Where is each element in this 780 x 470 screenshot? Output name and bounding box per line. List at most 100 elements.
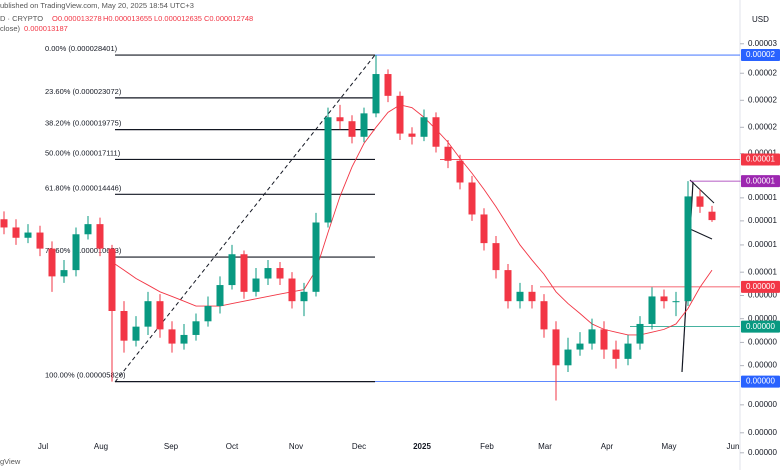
y-tick-label: 0.00001 (748, 193, 777, 202)
candle-body (216, 285, 224, 307)
candle-body (372, 74, 380, 114)
y-tick-label: 0.00001 (748, 240, 777, 249)
candle-body (516, 291, 524, 302)
candle-body (192, 321, 200, 335)
candle-body (0, 219, 8, 228)
ohlc-low: L0.000012635 (154, 14, 202, 23)
y-tick-label: 0.00000 (748, 314, 777, 323)
fib-label: 0.00% (0.000028401) (45, 44, 118, 53)
x-tick-label: Feb (480, 442, 494, 451)
y-tick-label: 0.00000 (748, 428, 777, 437)
y-tick-label: 0.00001 (748, 267, 777, 276)
prev-label: close) (0, 24, 21, 33)
candle-body (360, 113, 368, 137)
x-tick-label: May (661, 442, 676, 451)
candle-body (540, 301, 548, 330)
candle-body (600, 329, 608, 350)
x-tick-label: Jun (727, 442, 740, 451)
published: ublished on TradingView.com, May 20, 202… (0, 1, 194, 10)
price-badge-label: 0.00000 (746, 377, 775, 386)
candle-body (336, 117, 344, 122)
x-tick-label: 2025 (413, 442, 431, 451)
candle-body (300, 291, 308, 302)
currency: USD (752, 15, 769, 24)
candle-body (156, 301, 164, 330)
fib-label: 78.60% (0.000010653) (45, 246, 122, 255)
candle-body (144, 301, 152, 327)
fib-label: 23.60% (0.000023072) (45, 87, 122, 96)
candle-body (72, 234, 80, 271)
y-tick-label: 0.00001 (748, 149, 777, 158)
candle-body (612, 349, 620, 359)
candle-body (60, 270, 68, 277)
candle-body (168, 329, 176, 344)
y-tick-label: 0.00000 (748, 400, 777, 409)
x-tick-label: Nov (289, 442, 303, 451)
price-badge (741, 153, 780, 166)
candle-body (456, 160, 464, 183)
x-tick-label: Aug (94, 442, 108, 451)
price-badge-label: 0.00001 (746, 176, 775, 185)
x-tick-label: Oct (226, 442, 239, 451)
y-tick-label: 0.00003 (748, 39, 777, 48)
candle-body (312, 222, 320, 292)
wedge-lower (689, 228, 713, 240)
price-badge-label: 0.00002 (746, 50, 775, 59)
candle-body (36, 232, 44, 249)
y-tick-label: 0.00002 (748, 68, 777, 77)
candle-body (180, 334, 188, 344)
price-badge-label: 0.00000 (746, 322, 775, 331)
candle-body (648, 296, 656, 324)
candle-body (408, 133, 416, 137)
fib-label: 61.80% (0.000014446) (45, 183, 122, 192)
candle-body (420, 117, 428, 137)
candle-body (12, 227, 20, 238)
candle-body (96, 224, 104, 249)
price-badge (741, 280, 780, 293)
fib-label: 100.00% (0.000005820) (45, 371, 126, 380)
candle-body (276, 268, 284, 279)
candle-body (504, 270, 512, 302)
price-badge (741, 49, 780, 62)
price-badge-label: 0.00000 (746, 282, 775, 291)
fib-label: 38.20% (0.000019775) (45, 119, 122, 128)
candle-body (108, 248, 116, 311)
y-tick-label: 0.00000 (748, 291, 777, 300)
candle-body (492, 243, 500, 271)
symbol: D · CRYPTO (0, 14, 43, 23)
candle-body (24, 232, 32, 238)
candle-body (624, 343, 632, 359)
candle-body (660, 296, 668, 302)
candle-body (84, 224, 92, 235)
candle-body (396, 95, 404, 134)
candle-body (432, 117, 440, 147)
candle-body (708, 211, 716, 221)
candle-body (264, 268, 272, 279)
x-tick-label: Dec (352, 442, 366, 451)
x-tick-label: Sep (164, 442, 179, 451)
candle-body (240, 254, 248, 292)
y-tick-label: 0.00000 (748, 448, 777, 457)
candle-body (48, 248, 56, 277)
candle-body (324, 117, 332, 223)
candle-body (684, 196, 692, 302)
moving-average (111, 104, 713, 336)
price-badge-label: 0.00001 (746, 155, 775, 164)
prev-value: 0.000013187 (24, 24, 68, 33)
wedge-upper (689, 179, 715, 204)
price-badge (741, 375, 780, 388)
candle-body (672, 301, 680, 303)
candle-body (444, 146, 452, 161)
candle-body (696, 196, 704, 207)
candle-body (120, 310, 128, 341)
x-tick-label: Jul (38, 442, 48, 451)
price-badge (741, 175, 780, 188)
candle-body (528, 291, 536, 302)
x-tick-label: Apr (601, 442, 614, 451)
y-tick-label: 0.00001 (748, 216, 777, 225)
x-tick-label: Mar (538, 442, 552, 451)
candle-body (204, 306, 212, 322)
fib-label: 50.00% (0.000017111) (45, 148, 121, 157)
